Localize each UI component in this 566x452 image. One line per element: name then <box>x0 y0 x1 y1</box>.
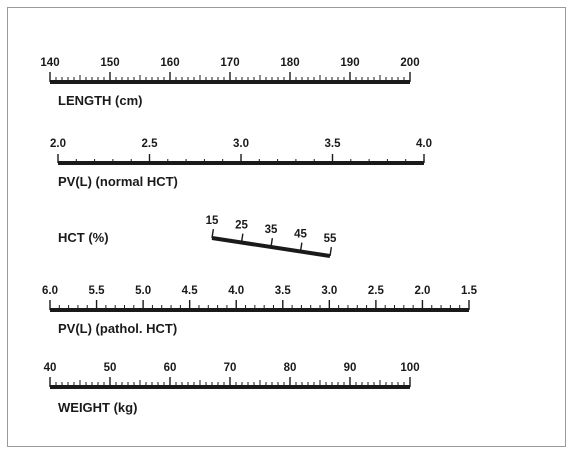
hct-scale-labels: 15 25 35 45 55 <box>206 215 337 245</box>
tick-label: 3.5 <box>275 285 292 297</box>
pv-normal-scale-title: PV(L) (normal HCT) <box>58 174 178 189</box>
tick-label: 50 <box>104 362 117 374</box>
tick-label: 5.5 <box>89 285 106 297</box>
tick-label: 4.0 <box>228 285 244 297</box>
tick-label: 80 <box>284 362 297 374</box>
tick-label: 160 <box>160 57 179 69</box>
tick-label: 25 <box>235 220 248 232</box>
tick-label: 170 <box>220 57 239 69</box>
tick-label: 200 <box>400 57 419 69</box>
tick-label: 100 <box>400 362 419 374</box>
tick-label: 2.5 <box>142 138 159 150</box>
weight-scale-title: WEIGHT (kg) <box>58 400 137 415</box>
frame-border <box>7 7 566 447</box>
tick-label: 3.5 <box>325 138 342 150</box>
pv-pathol-scale-labels: 6.0 5.5 5.0 4.5 4.0 3.5 3.0 2.5 2.0 1.5 <box>42 285 478 297</box>
tick-label: 90 <box>344 362 357 374</box>
tick-label: 3.0 <box>233 138 249 150</box>
tick-label: 70 <box>224 362 237 374</box>
hct-scale-line <box>211 236 331 258</box>
pv-pathol-scale: 6.0 5.5 5.0 4.5 4.0 3.5 3.0 2.5 2.0 1.5 PV(L) (pa… <box>42 285 478 336</box>
tick-label: 5.0 <box>135 285 151 297</box>
tick-label: 60 <box>164 362 177 374</box>
tick-label: 6.0 <box>42 285 58 297</box>
hct-scale: 15 25 35 45 55 HCT (%) <box>58 215 337 258</box>
tick-label: 1.5 <box>461 285 478 297</box>
tick-label: 4.0 <box>416 138 432 150</box>
length-scale-labels: 140 150 160 170 180 190 200 <box>40 57 419 69</box>
weight-scale-labels: 40 50 60 70 80 90 100 <box>44 362 420 374</box>
tick-label: 45 <box>294 229 307 241</box>
tick-label: 4.5 <box>182 285 199 297</box>
pv-normal-scale-labels: 2.0 2.5 3.0 3.5 4.0 <box>50 138 432 150</box>
tick-label: 190 <box>340 57 359 69</box>
tick-label: 140 <box>40 57 59 69</box>
tick-label: 3.0 <box>321 285 337 297</box>
pv-normal-scale: 2.0 2.5 3.0 3.5 4.0 PV(L) (normal HCT) <box>50 138 432 189</box>
tick-label: 2.5 <box>368 285 385 297</box>
tick-label: 2.0 <box>50 138 66 150</box>
tick-label: 40 <box>44 362 57 374</box>
tick-label: 15 <box>206 215 219 227</box>
tick-label: 180 <box>280 57 299 69</box>
weight-scale: 40 50 60 70 80 90 100 WEIGHT (kg) <box>44 362 420 415</box>
hct-scale-title: HCT (%) <box>58 230 109 245</box>
length-scale: 140 150 160 170 180 190 200 LENGTH (cm) <box>40 57 419 108</box>
length-scale-title: LENGTH (cm) <box>58 93 143 108</box>
pv-pathol-scale-title: PV(L) (pathol. HCT) <box>58 321 177 336</box>
tick-label: 55 <box>324 233 337 245</box>
tick-label: 150 <box>100 57 119 69</box>
tick-label: 2.0 <box>414 285 430 297</box>
tick-label: 35 <box>265 224 278 236</box>
tick-mark <box>329 246 333 257</box>
